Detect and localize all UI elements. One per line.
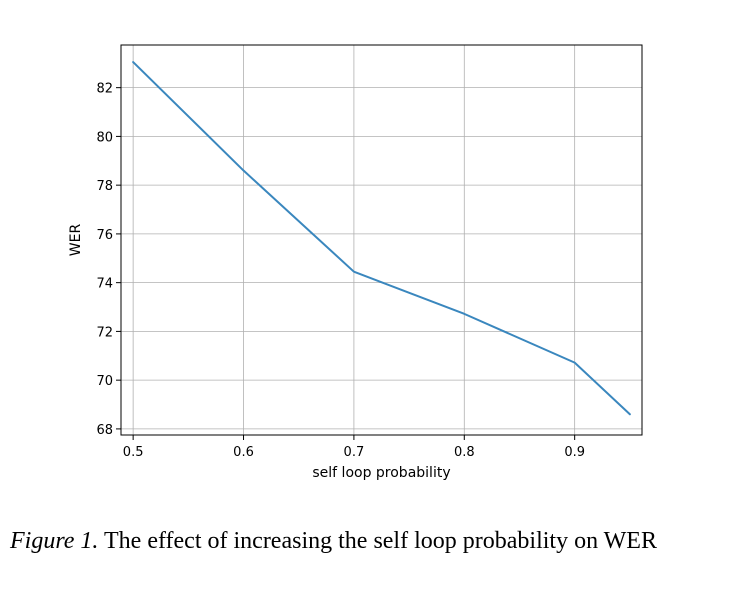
caption-text: The effect of increasing the self loop p… xyxy=(104,528,657,554)
wer-line-chart: 0.5 0.6 0.7 0.8 0.9 68 70 72 74 76 78 80 82 self lo… xyxy=(68,44,643,481)
x-axis-ticks: 0.5 0.6 0.7 0.8 0.9 xyxy=(123,435,585,460)
figure-label: Figure 1. xyxy=(10,528,99,554)
grid-lines xyxy=(121,45,642,435)
y-tick-label: 78 xyxy=(96,179,113,194)
plot-frame xyxy=(120,44,643,436)
x-tick-label: 0.6 xyxy=(233,445,254,460)
y-tick-label: 68 xyxy=(96,423,113,438)
wer-series-line xyxy=(132,61,631,416)
x-tick-label: 0.5 xyxy=(123,445,144,460)
y-axis-ticks: 68 70 72 74 76 78 80 82 xyxy=(96,82,121,438)
y-axis-label: WER xyxy=(68,224,84,257)
y-tick-label: 80 xyxy=(96,130,113,145)
y-tick-label: 82 xyxy=(96,82,113,97)
x-tick-label: 0.9 xyxy=(564,445,585,460)
y-tick-label: 76 xyxy=(96,228,113,243)
x-tick-label: 0.8 xyxy=(454,445,475,460)
x-tick-label: 0.7 xyxy=(344,445,365,460)
y-tick-label: 70 xyxy=(96,374,113,389)
figure-caption: Figure 1. The effect of increasing the s… xyxy=(10,526,710,556)
x-axis-label: self loop probability xyxy=(312,465,450,481)
series-layer xyxy=(132,61,631,416)
y-tick-label: 72 xyxy=(96,325,113,340)
y-tick-label: 74 xyxy=(96,277,113,292)
